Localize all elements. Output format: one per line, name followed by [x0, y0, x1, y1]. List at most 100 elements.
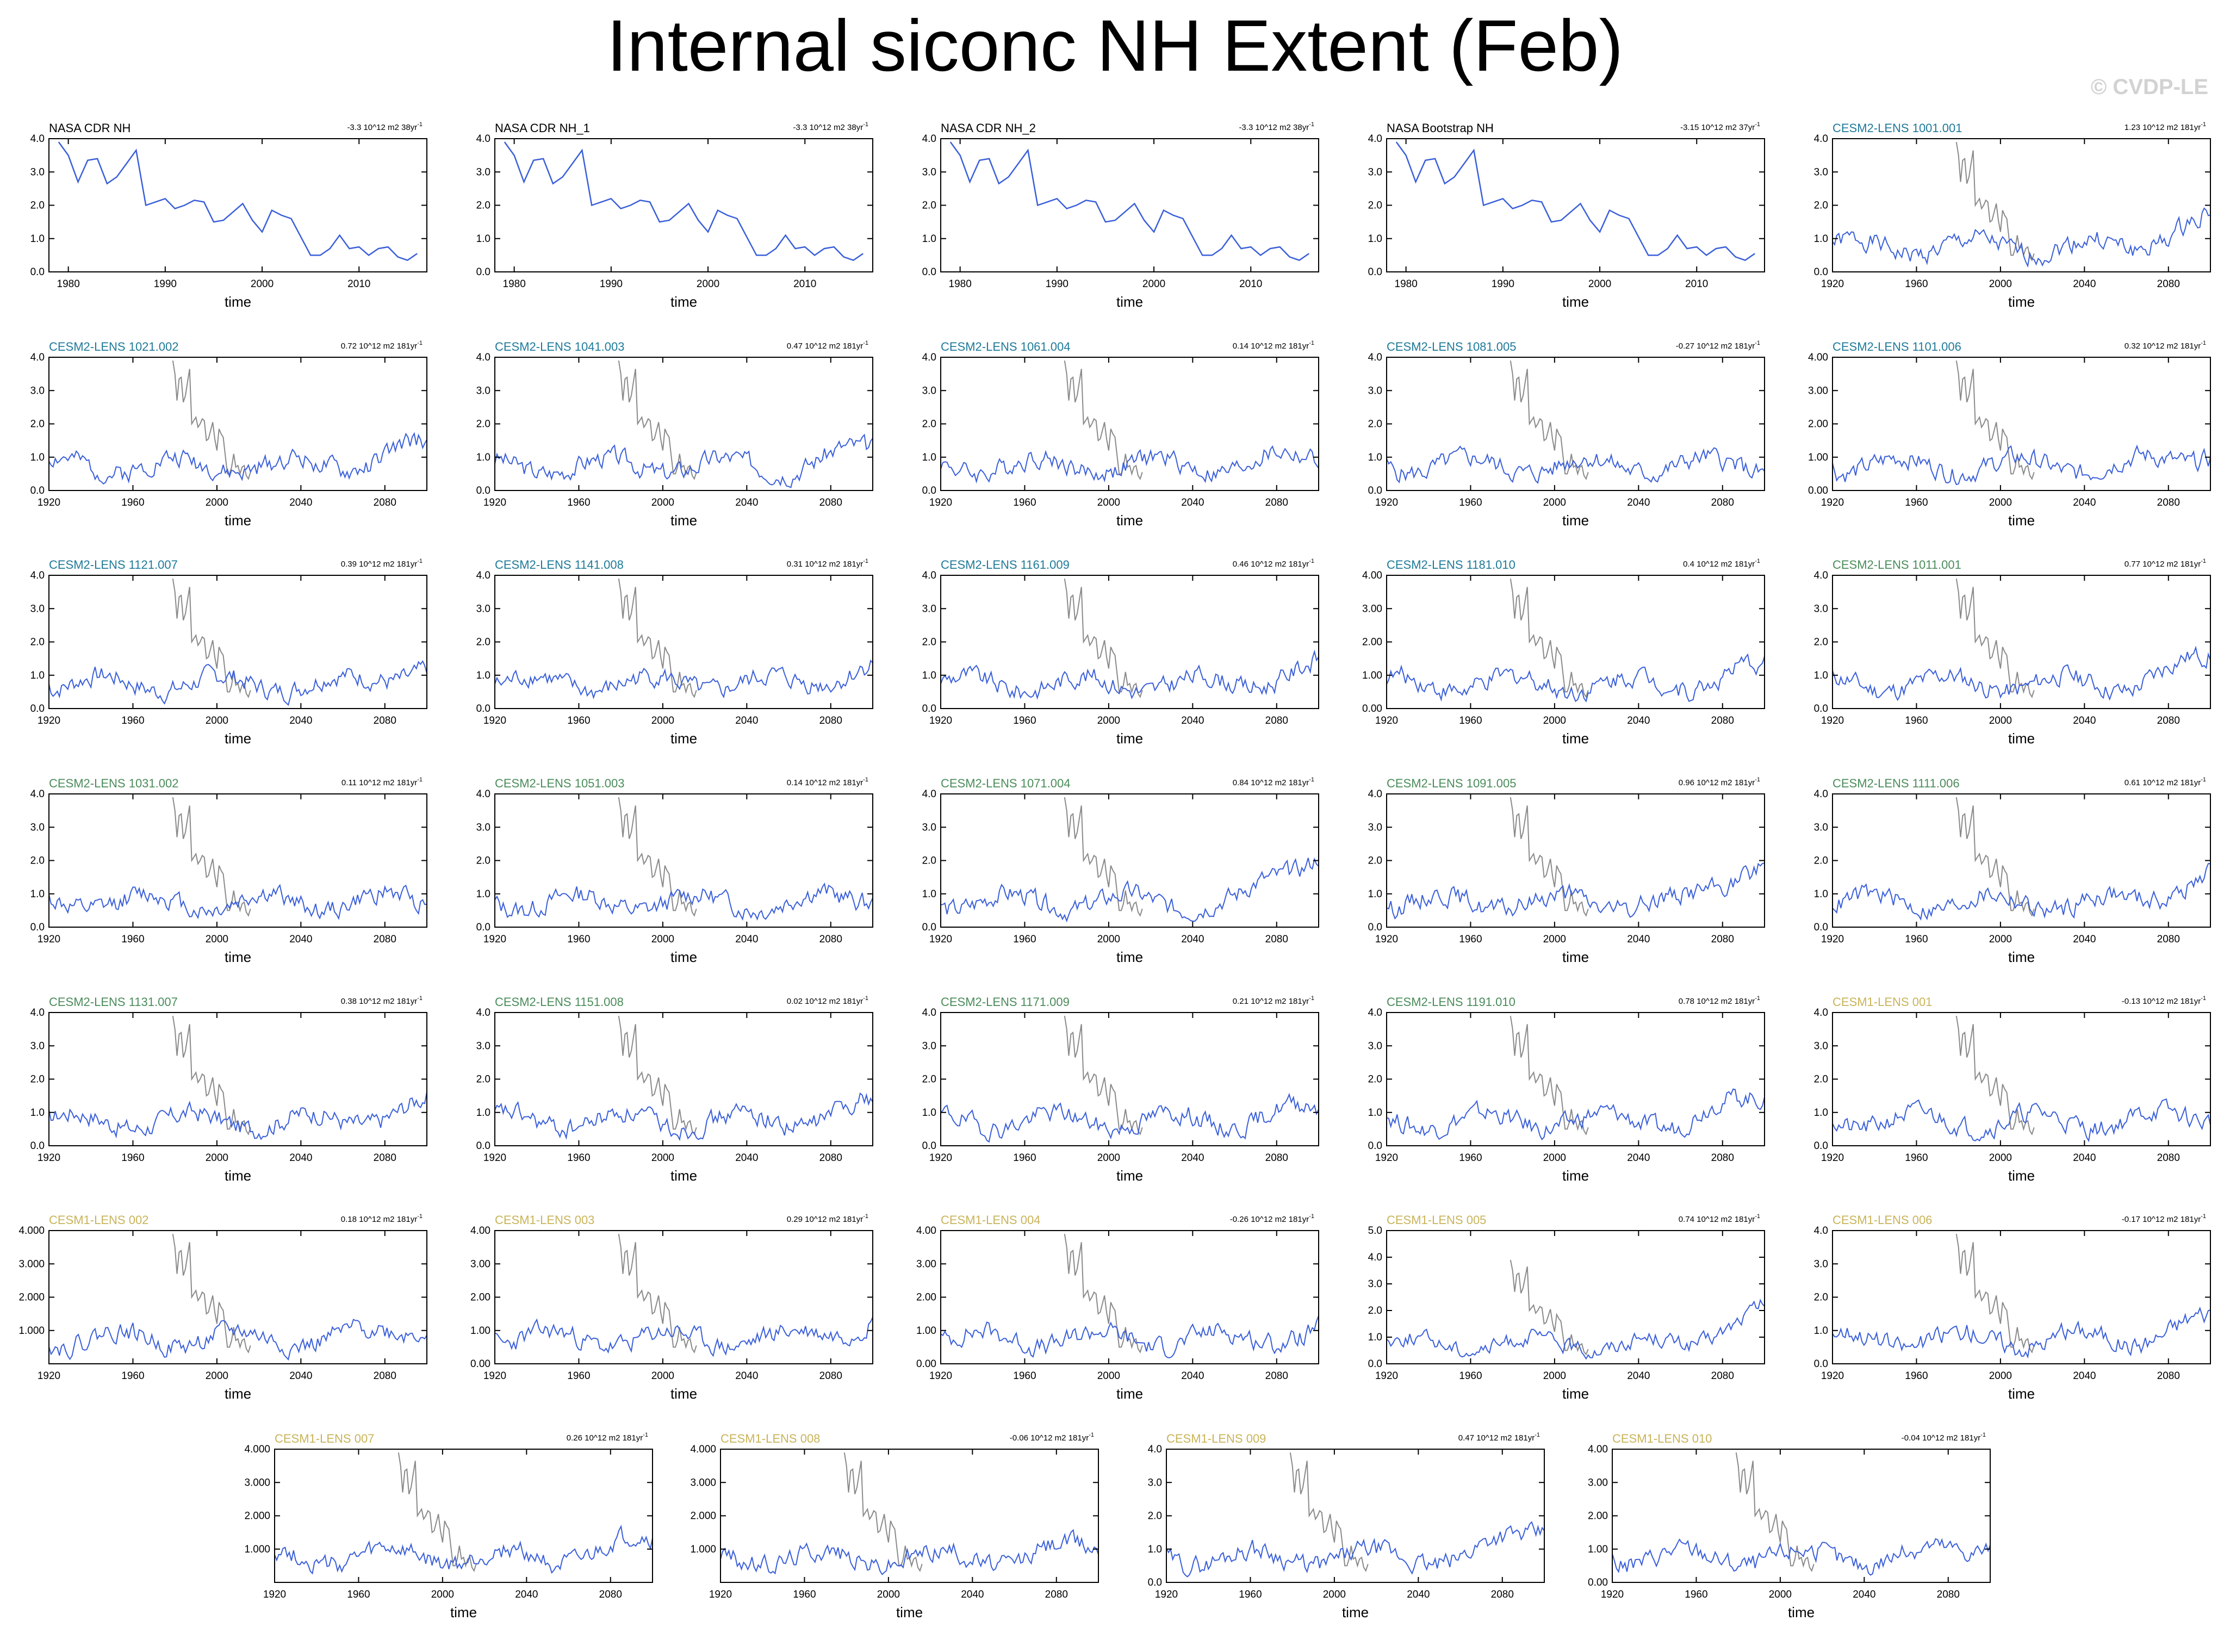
y-tick-label: 4.00: [916, 1225, 936, 1237]
y-tick-label: 4.0: [1368, 1252, 1382, 1263]
x-tick-label: 2080: [599, 1589, 622, 1600]
y-tick-label: 2.0: [1368, 855, 1382, 867]
y-tick-label: 2.0: [30, 1074, 45, 1085]
series-line: [48, 660, 427, 706]
x-axis-label: time: [1562, 512, 1589, 529]
trend-superscript: -1: [863, 777, 868, 783]
x-tick-label: 2080: [2157, 1370, 2180, 1382]
x-tick-label: 2000: [1097, 497, 1120, 508]
observed-overlay-line: [1510, 1259, 1589, 1356]
trend-label: 0.21 10^12 m2 181yr-1: [1233, 995, 1314, 1006]
plot-frame: [1832, 793, 2211, 928]
trend-superscript: -1: [2201, 558, 2206, 564]
trend-superscript: -1: [1309, 558, 1314, 564]
x-tick-label: 2080: [1711, 1370, 1734, 1382]
observed-overlay-line: [1064, 578, 1143, 698]
observed-overlay-line: [172, 1233, 251, 1353]
x-tick-label: 2040: [515, 1589, 538, 1600]
plot-frame: [48, 138, 427, 272]
plot-frame: [940, 138, 1319, 272]
y-tick-label: 3.0: [30, 385, 45, 396]
trend-superscript: -1: [1980, 1432, 1986, 1438]
trend-label: 0.29 10^12 m2 181yr-1: [787, 1213, 868, 1224]
y-tick-label: 2.0: [30, 200, 45, 212]
y-tick-label: 2.0: [30, 637, 45, 648]
y-tick-label: 4.0: [1814, 133, 1828, 145]
x-tick-label: 1920: [929, 1152, 952, 1164]
y-tick-label: 1.0: [922, 1107, 936, 1119]
series-line: [1832, 444, 2211, 486]
x-tick-label: 2000: [1543, 497, 1566, 508]
y-tick-label: 0.00: [1808, 485, 1828, 496]
panel-title: NASA CDR NH_2: [941, 121, 1036, 135]
x-tick-label: 1920: [1155, 1589, 1178, 1600]
panel-title: CESM2-LENS 1081.005: [1387, 340, 1516, 353]
y-tick-label: 2.0: [1814, 1292, 1828, 1303]
x-tick-label: 1960: [1013, 497, 1036, 508]
trend-label: 0.18 10^12 m2 181yr-1: [341, 1213, 423, 1224]
chart-panel: CESM1-LENS 008 -0.06 10^12 m2 181yr-1 1.00…: [690, 1432, 1099, 1620]
y-tick-label: 0.0: [922, 266, 936, 278]
trend-label: 0.02 10^12 m2 181yr-1: [787, 995, 868, 1006]
y-tick-label: 3.0: [922, 603, 936, 614]
series-line: [494, 659, 873, 700]
trend-label: -3.3 10^12 m2 38yr-1: [1239, 121, 1314, 132]
x-tick-label: 2040: [735, 1370, 758, 1382]
x-tick-label: 2080: [1265, 1152, 1288, 1164]
y-tick-label: 2.00: [470, 1292, 490, 1303]
y-tick-label: 1.000: [18, 1325, 45, 1337]
x-tick-label: 1960: [1013, 1370, 1036, 1382]
observed-overlay-line: [1735, 1452, 1815, 1572]
x-tick-label: 1960: [121, 497, 144, 508]
panel-title: CESM1-LENS 002: [49, 1213, 148, 1227]
chart-panel: CESM1-LENS 003 0.29 10^12 m2 181yr-10.001…: [470, 1213, 873, 1402]
y-tick-label: 4.00: [1362, 570, 1382, 581]
x-axis-label: time: [2008, 1167, 2035, 1184]
panel-title: CESM2-LENS 1091.005: [1387, 777, 1516, 790]
x-tick-label: 2000: [1543, 1370, 1566, 1382]
y-tick-label: 3.000: [244, 1477, 270, 1488]
trend-label: 0.72 10^12 m2 181yr-1: [341, 340, 423, 351]
y-tick-label: 2.0: [922, 200, 936, 212]
x-tick-label: 1920: [1601, 1589, 1624, 1600]
y-tick-label: 4.0: [1368, 1007, 1382, 1018]
y-tick-label: 3.0: [1368, 166, 1382, 178]
x-tick-label: 2000: [1097, 1370, 1120, 1382]
trend-superscript: -1: [1755, 340, 1760, 346]
y-tick-label: 4.000: [18, 1225, 45, 1237]
trend-superscript: -1: [863, 1213, 868, 1220]
trend-label: -0.06 10^12 m2 181yr-1: [1010, 1432, 1094, 1443]
y-tick-label: 2.000: [690, 1511, 716, 1522]
x-tick-label: 1920: [1821, 1152, 1844, 1164]
x-tick-label: 2080: [1711, 715, 1734, 726]
x-tick-label: 2000: [651, 1370, 674, 1382]
x-axis-label: time: [1116, 949, 1143, 965]
y-tick-label: 4.0: [1368, 788, 1382, 800]
x-tick-label: 2080: [1711, 934, 1734, 945]
trend-label: -0.27 10^12 m2 181yr-1: [1676, 340, 1760, 351]
x-tick-label: 1960: [1905, 278, 1928, 290]
x-tick-label: 2040: [289, 1152, 312, 1164]
series-line: [1386, 445, 1765, 484]
trend-superscript: -1: [1089, 1432, 1094, 1438]
y-tick-label: 3.0: [1814, 1040, 1828, 1052]
panel-title: CESM1-LENS 010: [1612, 1432, 1712, 1445]
panel-title: CESM2-LENS 1171.009: [941, 995, 1070, 1009]
y-tick-label: 1.00: [470, 1325, 490, 1337]
y-tick-label: 3.0: [30, 1040, 45, 1052]
y-tick-label: 0.0: [476, 1140, 490, 1152]
observed-overlay-line: [1955, 578, 2035, 698]
observed-overlay-line: [172, 1015, 251, 1135]
x-tick-label: 2010: [347, 278, 370, 290]
x-tick-label: 2040: [2073, 1370, 2096, 1382]
panel-title: CESM2-LENS 1121.007: [49, 558, 178, 572]
y-tick-label: 1.0: [476, 452, 490, 463]
trend-label: 0.11 10^12 m2 181yr-1: [341, 777, 423, 787]
x-tick-label: 2000: [1543, 1152, 1566, 1164]
x-tick-label: 2080: [819, 715, 842, 726]
x-tick-label: 2040: [735, 497, 758, 508]
x-tick-label: 1920: [1375, 715, 1398, 726]
chart-panel: NASA CDR NH_2 -3.3 10^12 m2 38yr-1 0.0 1.0 2…: [922, 121, 1319, 310]
x-axis-label: time: [1562, 949, 1589, 965]
y-tick-label: 3.0: [476, 822, 490, 833]
